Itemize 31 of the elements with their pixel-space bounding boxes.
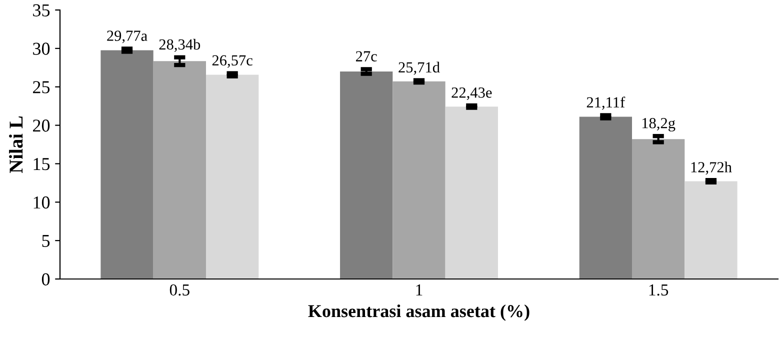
y-tick-label: 35 bbox=[33, 4, 50, 16]
y-tick-label: 0 bbox=[42, 273, 50, 286]
x-tick-label: 1.5 bbox=[649, 284, 668, 296]
bar bbox=[445, 106, 498, 279]
x-tick-label: 1 bbox=[416, 284, 422, 296]
data-label: 27c bbox=[356, 51, 377, 62]
data-label: 18,2g bbox=[642, 118, 676, 132]
y-tick-label: 10 bbox=[34, 196, 50, 209]
y-axis-title: Nilai L bbox=[9, 116, 23, 174]
x-tick-label: 0.5 bbox=[170, 284, 190, 296]
data-label: 26,57c bbox=[212, 55, 252, 68]
bar bbox=[632, 139, 685, 279]
y-tick-label: 15 bbox=[34, 158, 50, 170]
bar bbox=[340, 71, 393, 279]
bar bbox=[392, 81, 446, 279]
bar bbox=[684, 181, 738, 279]
data-label: 29,77a bbox=[107, 30, 148, 44]
data-label: 28,34b bbox=[159, 38, 200, 52]
y-tick-label: 25 bbox=[33, 81, 50, 94]
data-label: 22,43e bbox=[452, 87, 492, 100]
bar bbox=[206, 74, 259, 279]
x-axis-title: Konsentrasi asam asetat (%) bbox=[308, 304, 530, 321]
data-label: 21,11f bbox=[586, 96, 626, 110]
bar bbox=[100, 50, 154, 279]
y-tick-label: 20 bbox=[33, 120, 50, 132]
y-tick-label: 5 bbox=[42, 235, 50, 248]
bar bbox=[153, 61, 206, 279]
y-tick-label: 30 bbox=[33, 42, 50, 55]
data-label: 25,71d bbox=[398, 62, 440, 75]
data-label: 12,72h bbox=[691, 162, 732, 175]
bar bbox=[579, 116, 632, 279]
